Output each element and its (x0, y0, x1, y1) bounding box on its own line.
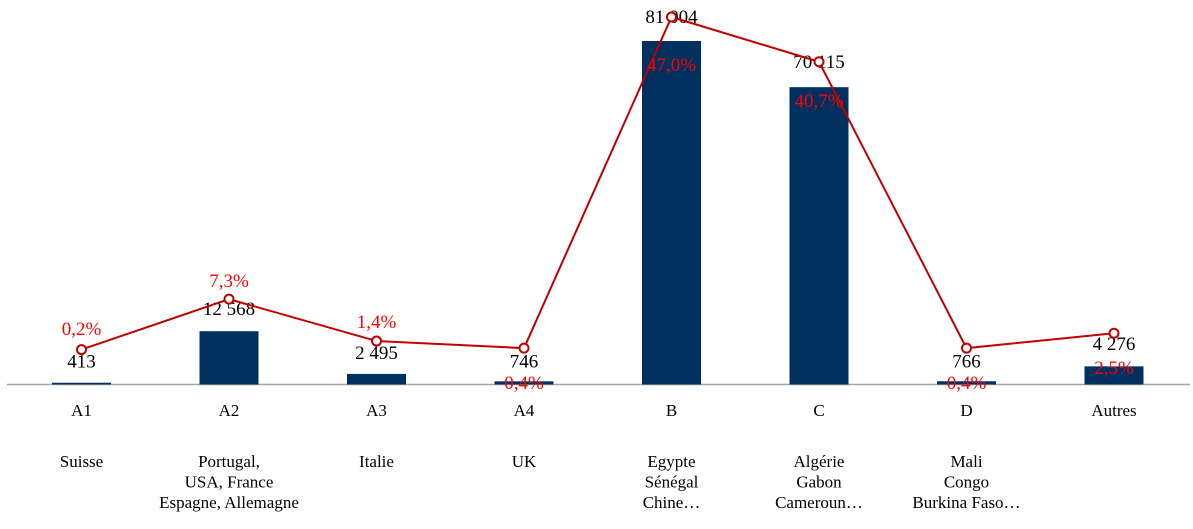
bar-value-label-a1: 413 (67, 352, 96, 373)
percent-label-c: 40,7% (794, 91, 843, 112)
category-label-b: B (666, 401, 677, 420)
category-sublabel: Sénégal (645, 473, 699, 492)
bar-a4 (494, 381, 554, 385)
bar-d (937, 381, 996, 385)
percent-line-series (76, 11, 1120, 356)
percent-label-a4: 0,4% (504, 373, 544, 394)
percent-point-b (666, 11, 677, 23)
bar-value-label-a4: 746 (510, 352, 539, 373)
bar-b (642, 41, 701, 385)
percent-label-a2: 7,3% (209, 271, 249, 292)
bar-a1 (52, 382, 111, 385)
percent-point-autres (1108, 327, 1120, 339)
bar-a3 (347, 373, 406, 385)
category-sublabel: Congo (944, 473, 989, 492)
category-label-d: D (960, 401, 972, 420)
category-sublabel: Cameroun… (775, 493, 863, 512)
category-label-autres: Autres (1091, 401, 1136, 420)
percent-line (81, 15, 1115, 351)
category-sublabel: Burkina Faso… (912, 493, 1020, 512)
percent-value-labels: 0,2% 7,3% 1,4% 0,4% 47,0% 40,7% 0,4% 2,5% (62, 55, 1134, 394)
percent-label-d: 0,4% (947, 373, 987, 394)
category-sublabel: Chine… (643, 493, 701, 512)
percent-point-a2 (223, 293, 235, 305)
category-label-c: C (813, 401, 824, 420)
category-sublabel: USA, France (185, 473, 274, 492)
bar-c (789, 87, 849, 385)
percent-label-b: 47,0% (647, 55, 696, 76)
category-sublabel: Algérie (794, 452, 845, 471)
percent-point-c (813, 56, 825, 68)
bar-value-label-d: 766 (952, 352, 981, 373)
category-sublabel: Gabon (796, 473, 842, 492)
bar-value-label-autres: 4 276 (1093, 334, 1136, 355)
category-label-a2: A2 (219, 401, 240, 420)
bars-group (52, 41, 1144, 385)
category-sublabel: Italie (359, 452, 394, 471)
bar-value-label-a3: 2 495 (355, 343, 398, 364)
category-sublabel: UK (512, 452, 537, 471)
percent-label-a3: 1,4% (357, 312, 397, 333)
category-label-a1: A1 (71, 401, 92, 420)
category-sublabel: Mali (950, 452, 982, 471)
category-label-a3: A3 (366, 401, 387, 420)
percent-point-a4 (518, 342, 530, 354)
category-label-a4: A4 (514, 401, 535, 420)
percent-point-d (961, 342, 972, 354)
category-sublabel: Egypte (647, 452, 695, 471)
bar-autres (1084, 366, 1144, 385)
category-sublabel: Espagne, Allemagne (159, 493, 299, 512)
percent-label-autres: 2,5% (1094, 358, 1134, 379)
percent-point-a1 (76, 344, 87, 356)
percent-point-a3 (371, 335, 382, 347)
bar-a2 (199, 331, 259, 385)
percent-label-a1: 0,2% (62, 319, 102, 340)
category-sublabel: Portugal, (198, 452, 260, 471)
category-sublabel: Suisse (60, 452, 103, 471)
